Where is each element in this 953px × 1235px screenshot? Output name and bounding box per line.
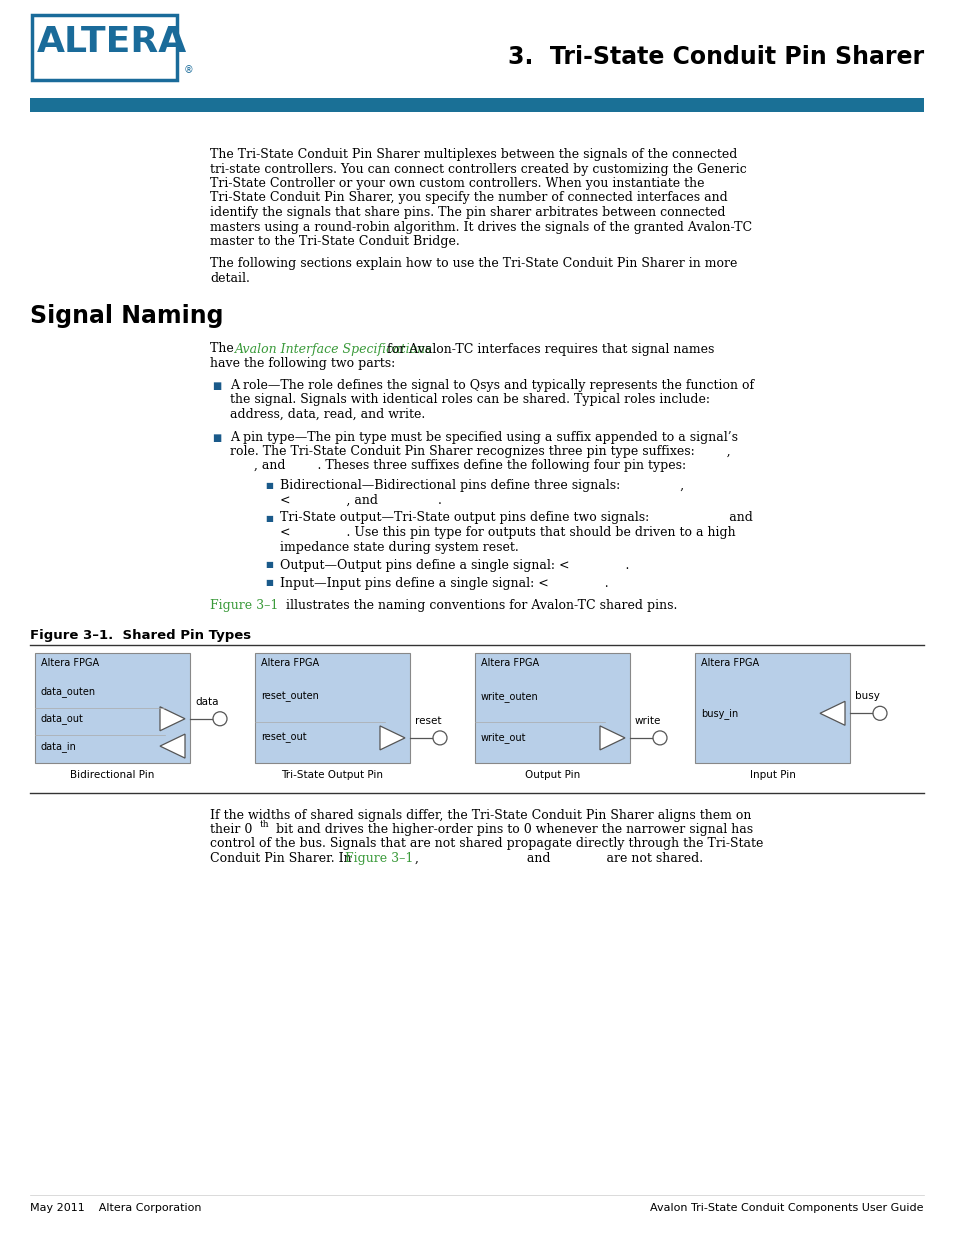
Text: Tri-State output—Tri-State output pins define two signals:                    an: Tri-State output—Tri-State output pins d… (280, 511, 752, 525)
Text: Altera FPGA: Altera FPGA (261, 658, 319, 668)
Circle shape (433, 731, 447, 745)
Text: <              , and               .: < , and . (280, 494, 441, 506)
Text: their 0: their 0 (210, 823, 253, 836)
Text: Tri-State Conduit Pin Sharer, you specify the number of connected interfaces and: Tri-State Conduit Pin Sharer, you specif… (210, 191, 727, 205)
Text: the signal. Signals with identical roles can be shared. Typical roles include:: the signal. Signals with identical roles… (230, 394, 709, 406)
Text: Figure 3–1: Figure 3–1 (210, 599, 278, 611)
Text: tri-state controllers. You can connect controllers created by customizing the Ge: tri-state controllers. You can connect c… (210, 163, 746, 175)
Text: Avalon Interface Specifications: Avalon Interface Specifications (234, 342, 432, 356)
Circle shape (652, 731, 666, 745)
Text: A pin type—The pin type must be specified using a suffix appended to a signal’s: A pin type—The pin type must be specifie… (230, 431, 738, 443)
Text: ■: ■ (265, 578, 273, 588)
Text: ALTERA: ALTERA (37, 25, 187, 59)
Text: busy_in: busy_in (700, 708, 738, 719)
Text: <              . Use this pin type for outputs that should be driven to a high: < . Use this pin type for outputs that s… (280, 526, 735, 538)
Text: reset_outen: reset_outen (261, 692, 318, 703)
Text: Output Pin: Output Pin (524, 771, 579, 781)
Text: master to the Tri-State Conduit Bridge.: master to the Tri-State Conduit Bridge. (210, 235, 459, 248)
Polygon shape (160, 734, 185, 758)
Text: Bidirectional Pin: Bidirectional Pin (71, 771, 154, 781)
Text: Altera FPGA: Altera FPGA (41, 658, 99, 668)
Text: reset_out: reset_out (261, 732, 306, 743)
Text: address, data, read, and write.: address, data, read, and write. (230, 408, 425, 421)
Text: th: th (260, 820, 270, 829)
Text: have the following two parts:: have the following two parts: (210, 357, 395, 370)
Text: masters using a round-robin algorithm. It drives the signals of the granted Aval: masters using a round-robin algorithm. I… (210, 221, 751, 233)
Text: Output—Output pins define a single signal: <              .: Output—Output pins define a single signa… (280, 558, 629, 572)
Text: Figure 3–1: Figure 3–1 (345, 852, 413, 864)
Polygon shape (379, 726, 405, 750)
Text: data_outen: data_outen (41, 685, 96, 697)
Text: busy: busy (854, 692, 879, 701)
Text: write_outen: write_outen (480, 692, 538, 703)
Text: Input—Input pins define a single signal: <              .: Input—Input pins define a single signal:… (280, 577, 608, 589)
Text: reset: reset (415, 716, 441, 726)
Text: role. The Tri-State Conduit Pin Sharer recognizes three pin type suffixes:      : role. The Tri-State Conduit Pin Sharer r… (230, 445, 730, 458)
Text: Input Pin: Input Pin (749, 771, 795, 781)
Text: ,                           and              are not shared.: , and are not shared. (415, 852, 702, 864)
Text: data_in: data_in (41, 741, 77, 752)
Text: illustrates the naming conventions for Avalon-TC shared pins.: illustrates the naming conventions for A… (282, 599, 677, 611)
Text: ■: ■ (212, 382, 221, 391)
Text: data_out: data_out (41, 714, 84, 724)
Circle shape (872, 706, 886, 720)
Text: control of the bus. Signals that are not shared propagate directly through the T: control of the bus. Signals that are not… (210, 837, 762, 851)
Text: bit and drives the higher-order pins to 0 whenever the narrower signal has: bit and drives the higher-order pins to … (272, 823, 752, 836)
Circle shape (213, 711, 227, 726)
Text: Altera FPGA: Altera FPGA (700, 658, 759, 668)
Text: The: The (210, 342, 237, 356)
Text: detail.: detail. (210, 272, 250, 285)
Bar (30, 98, 923, 112)
Text: A role—The role defines the signal to Qsys and typically represents the function: A role—The role defines the signal to Qs… (230, 379, 753, 391)
Text: write: write (635, 716, 660, 726)
Text: Tri-State Controller or your own custom controllers. When you instantiate the: Tri-State Controller or your own custom … (210, 177, 703, 190)
Text: Conduit Pin Sharer. In: Conduit Pin Sharer. In (210, 852, 355, 864)
Text: ■: ■ (212, 432, 221, 442)
Text: Avalon Tri-State Conduit Components User Guide: Avalon Tri-State Conduit Components User… (650, 1203, 923, 1213)
Polygon shape (599, 726, 624, 750)
Text: 3.  Tri-State Conduit Pin Sharer: 3. Tri-State Conduit Pin Sharer (507, 44, 923, 69)
Text: identify the signals that share pins. The pin sharer arbitrates between connecte: identify the signals that share pins. Th… (210, 206, 724, 219)
Text: ®: ® (184, 65, 193, 75)
Text: ■: ■ (265, 514, 273, 522)
Text: ■: ■ (265, 561, 273, 569)
Text: for Avalon-TC interfaces requires that signal names: for Avalon-TC interfaces requires that s… (382, 342, 714, 356)
Text: Signal Naming: Signal Naming (30, 305, 223, 329)
Text: data: data (194, 697, 218, 706)
Text: The Tri-State Conduit Pin Sharer multiplexes between the signals of the connecte: The Tri-State Conduit Pin Sharer multipl… (210, 148, 737, 161)
Text: Figure 3–1.  Shared Pin Types: Figure 3–1. Shared Pin Types (30, 629, 251, 641)
Text: write_out: write_out (480, 732, 526, 743)
Text: Bidirectional—Bidirectional pins define three signals:               ,: Bidirectional—Bidirectional pins define … (280, 479, 683, 492)
Text: Altera FPGA: Altera FPGA (480, 658, 538, 668)
Bar (254, 652, 410, 762)
Text: ■: ■ (265, 480, 273, 490)
Bar (475, 652, 629, 762)
Bar (695, 652, 849, 762)
Text: The following sections explain how to use the Tri-State Conduit Pin Sharer in mo: The following sections explain how to us… (210, 258, 737, 270)
Polygon shape (820, 701, 844, 725)
Text: If the widths of shared signals differ, the Tri-State Conduit Pin Sharer aligns : If the widths of shared signals differ, … (210, 809, 751, 821)
Bar (35, 652, 190, 762)
Text: impedance state during system reset.: impedance state during system reset. (280, 541, 518, 553)
Text: Tri-State Output Pin: Tri-State Output Pin (281, 771, 383, 781)
Polygon shape (160, 706, 185, 731)
Text: May 2011    Altera Corporation: May 2011 Altera Corporation (30, 1203, 201, 1213)
Text: , and        . Theses three suffixes define the following four pin types:: , and . Theses three suffixes define the… (230, 459, 685, 473)
